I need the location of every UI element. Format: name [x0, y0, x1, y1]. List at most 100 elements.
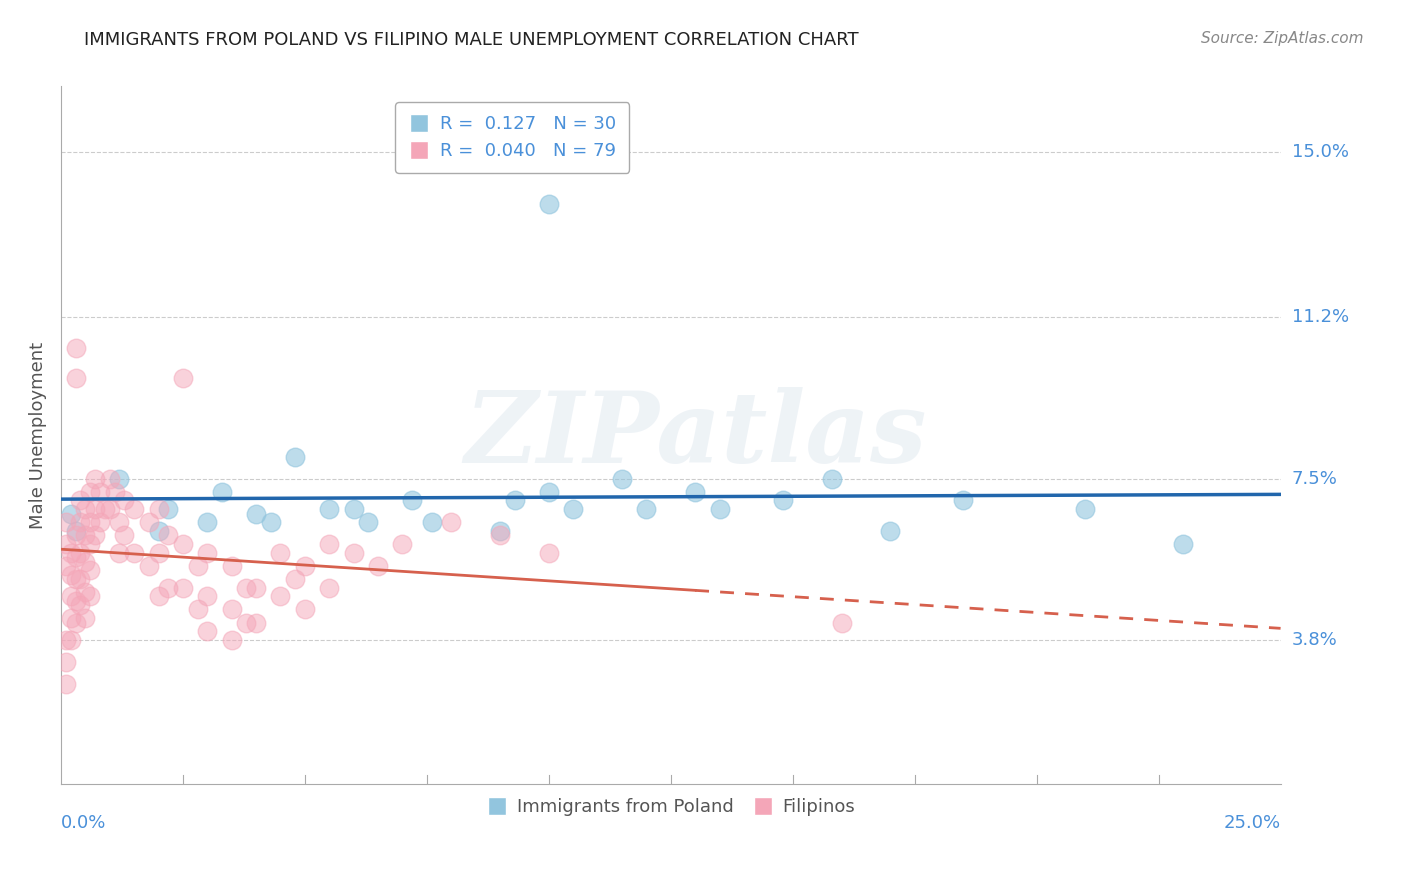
Point — [391, 537, 413, 551]
Point — [318, 581, 340, 595]
Point — [75, 585, 97, 599]
Point — [98, 472, 121, 486]
Point — [55, 558, 77, 573]
Point — [195, 546, 218, 560]
Point — [195, 516, 218, 530]
Text: Source: ZipAtlas.com: Source: ZipAtlas.com — [1201, 31, 1364, 46]
Point — [284, 572, 307, 586]
Point — [104, 484, 127, 499]
Text: ZIPatlas: ZIPatlas — [464, 387, 927, 483]
Point — [284, 450, 307, 464]
Point — [343, 502, 366, 516]
Point — [235, 615, 257, 630]
Point — [172, 581, 194, 595]
Point — [537, 546, 560, 560]
Point — [138, 558, 160, 573]
Point — [489, 524, 512, 538]
Point — [772, 493, 794, 508]
Point — [79, 484, 101, 499]
Point — [65, 593, 87, 607]
Point — [84, 528, 107, 542]
Point — [318, 537, 340, 551]
Point — [65, 615, 87, 630]
Point — [187, 558, 209, 573]
Point — [98, 502, 121, 516]
Point — [59, 590, 82, 604]
Point — [69, 493, 91, 508]
Point — [112, 528, 135, 542]
Point — [211, 484, 233, 499]
Text: 0.0%: 0.0% — [60, 814, 107, 832]
Point — [610, 472, 633, 486]
Point — [831, 615, 853, 630]
Point — [221, 602, 243, 616]
Point — [221, 632, 243, 647]
Point — [79, 516, 101, 530]
Point — [148, 502, 170, 516]
Text: 25.0%: 25.0% — [1223, 814, 1281, 832]
Point — [65, 572, 87, 586]
Point — [636, 502, 658, 516]
Point — [59, 567, 82, 582]
Point — [187, 602, 209, 616]
Point — [157, 581, 180, 595]
Point — [69, 516, 91, 530]
Point — [55, 632, 77, 647]
Point — [89, 516, 111, 530]
Point — [157, 502, 180, 516]
Point — [55, 537, 77, 551]
Text: 7.5%: 7.5% — [1292, 470, 1337, 488]
Point — [148, 546, 170, 560]
Point — [69, 598, 91, 612]
Text: 15.0%: 15.0% — [1292, 143, 1348, 161]
Point — [821, 472, 844, 486]
Point — [59, 611, 82, 625]
Point — [65, 528, 87, 542]
Point — [245, 615, 267, 630]
Point — [69, 546, 91, 560]
Point — [172, 371, 194, 385]
Text: 3.8%: 3.8% — [1292, 631, 1337, 649]
Text: IMMIGRANTS FROM POLAND VS FILIPINO MALE UNEMPLOYMENT CORRELATION CHART: IMMIGRANTS FROM POLAND VS FILIPINO MALE … — [84, 31, 859, 49]
Point — [108, 516, 131, 530]
Point — [55, 516, 77, 530]
Point — [108, 472, 131, 486]
Point — [79, 590, 101, 604]
Point — [357, 516, 380, 530]
Point — [89, 484, 111, 499]
Point — [245, 581, 267, 595]
Point — [65, 550, 87, 565]
Point — [59, 546, 82, 560]
Point — [75, 555, 97, 569]
Point — [75, 502, 97, 516]
Point — [138, 516, 160, 530]
Point — [122, 546, 145, 560]
Point — [55, 655, 77, 669]
Point — [75, 611, 97, 625]
Point — [65, 524, 87, 538]
Point — [112, 493, 135, 508]
Point — [269, 546, 291, 560]
Point — [420, 516, 443, 530]
Point — [75, 528, 97, 542]
Point — [79, 537, 101, 551]
Point — [683, 484, 706, 499]
Point — [489, 528, 512, 542]
Point — [294, 602, 316, 616]
Point — [172, 537, 194, 551]
Point — [65, 371, 87, 385]
Point — [195, 590, 218, 604]
Point — [148, 524, 170, 538]
Point — [148, 590, 170, 604]
Point — [294, 558, 316, 573]
Y-axis label: Male Unemployment: Male Unemployment — [30, 342, 46, 529]
Point — [59, 632, 82, 647]
Point — [79, 563, 101, 577]
Point — [260, 516, 283, 530]
Point — [367, 558, 389, 573]
Point — [108, 546, 131, 560]
Point — [245, 507, 267, 521]
Point — [94, 502, 117, 516]
Point — [84, 502, 107, 516]
Point — [537, 484, 560, 499]
